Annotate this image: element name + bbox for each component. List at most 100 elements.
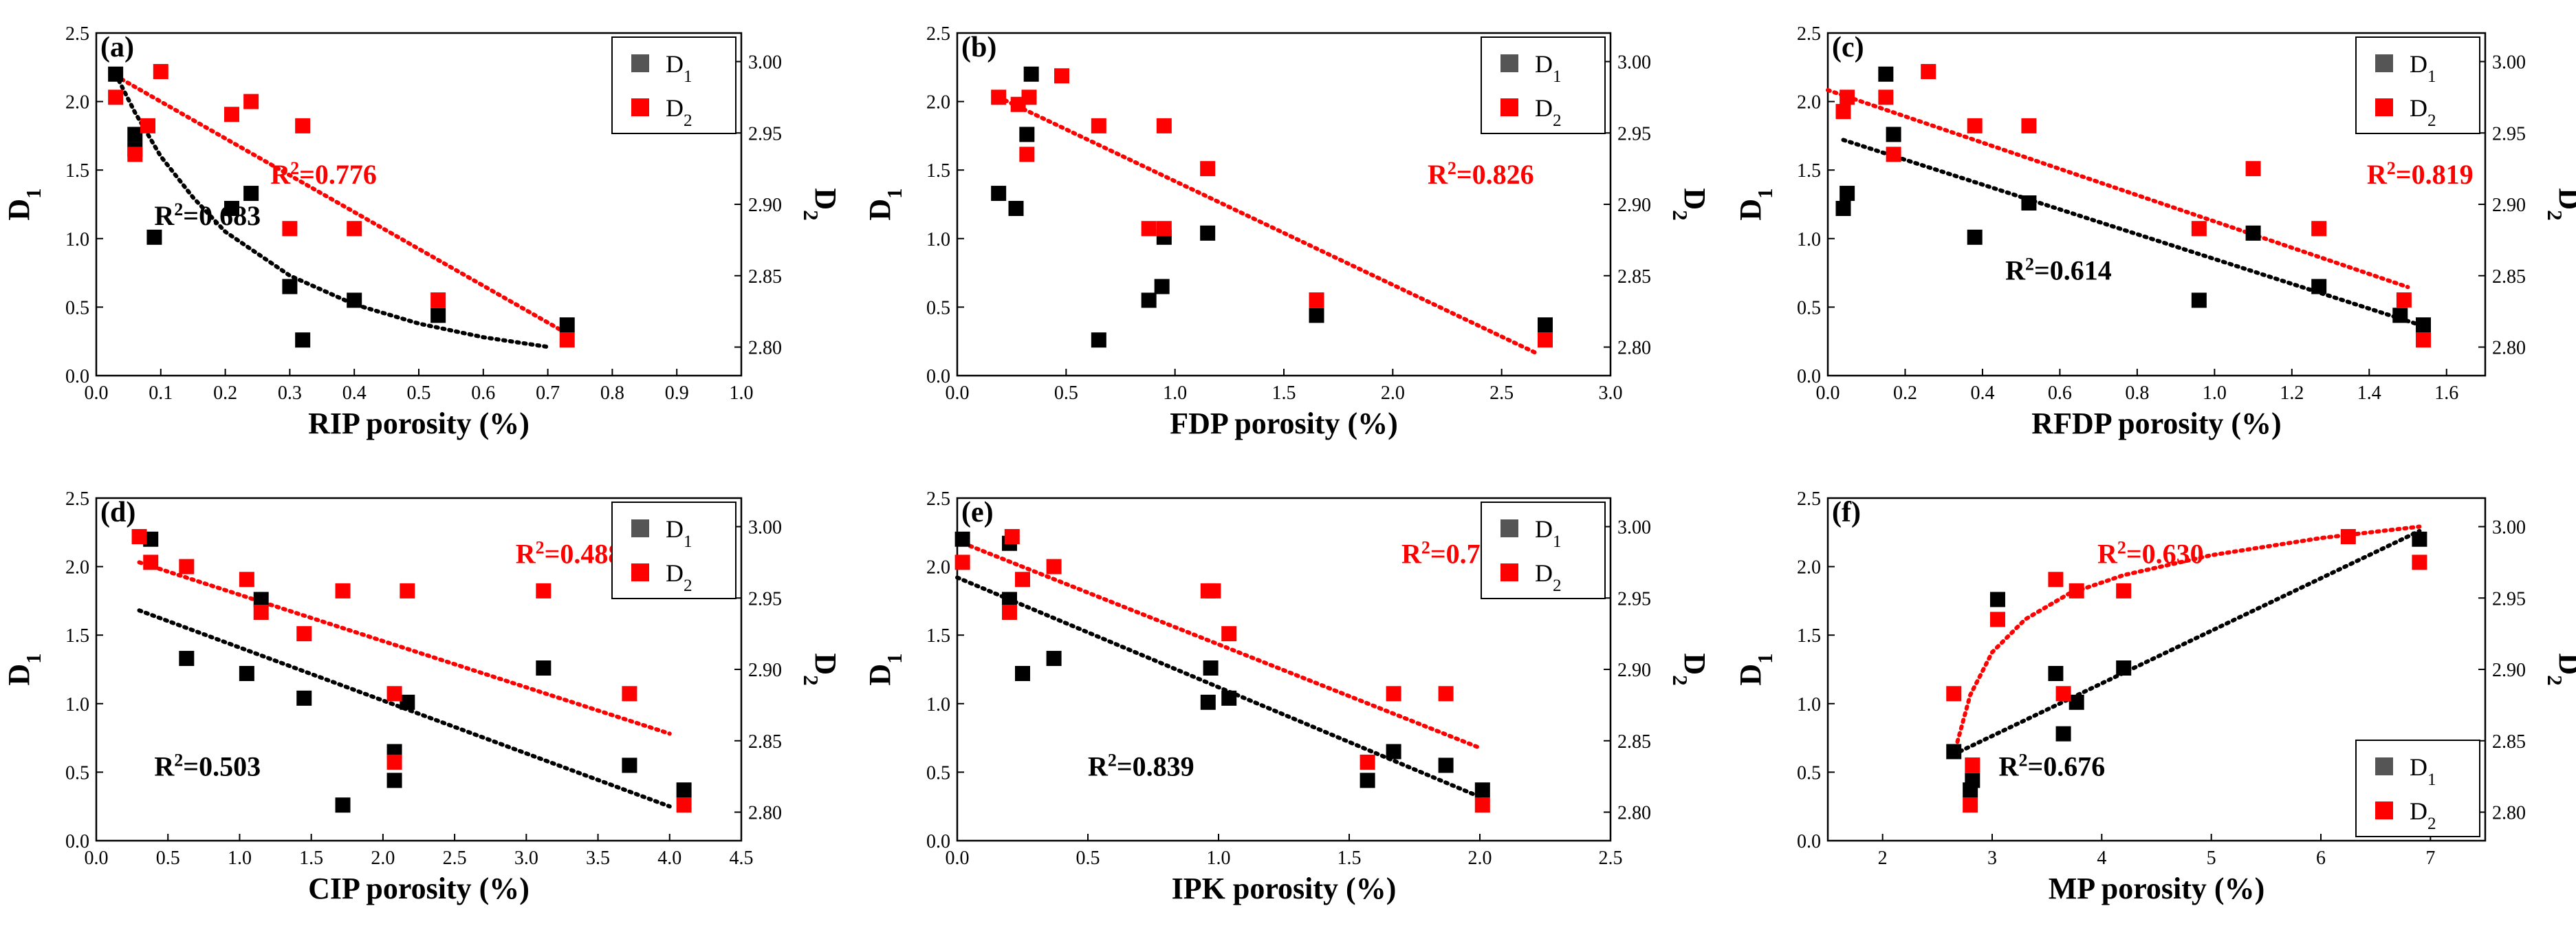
x-tick-label: 4.5: [730, 848, 754, 869]
fit-line-d2: [1826, 88, 2410, 290]
y-right-axis-label: D2: [2543, 653, 2576, 685]
fit-line-d2: [1952, 524, 2422, 757]
y-left-tick-label: 2.5: [1797, 23, 1821, 45]
r2-superscript: 2: [1421, 537, 1430, 557]
r2-superscript: 2: [2025, 254, 2034, 274]
x-tick-label: 0.8: [2125, 383, 2149, 404]
data-point-d1: [1835, 200, 1851, 216]
data-point-d2: [2245, 161, 2261, 177]
data-point-d2: [1015, 572, 1030, 588]
data-point-d1: [2116, 660, 2132, 676]
data-point-d1: [1019, 127, 1035, 142]
x-tick-label: 3.0: [514, 848, 538, 869]
y-left-tick-label: 2.5: [926, 23, 950, 45]
data-point-d2: [179, 559, 195, 574]
data-point-d1: [282, 279, 298, 294]
data-point-d2: [386, 754, 402, 770]
r2-value: =0.819: [2396, 159, 2474, 190]
y-left-tick-label: 2.5: [65, 488, 89, 510]
r2-superscript: 2: [290, 158, 299, 178]
data-point-d1: [622, 757, 637, 773]
y-right-tick-label: 2.85: [1617, 266, 1651, 288]
data-point-d2: [253, 605, 269, 620]
y-left-tick-label: 2.0: [926, 92, 950, 114]
y-left-axis-label-subscript: 1: [22, 188, 45, 198]
data-point-d1: [2191, 292, 2207, 308]
data-point-d2: [1141, 221, 1157, 237]
data-point-d2: [676, 797, 692, 813]
data-point-d1: [1967, 229, 1983, 245]
legend-label-d1-subscript: 1: [1553, 67, 1562, 86]
x-tick-label: 1.0: [228, 848, 252, 869]
fit-line-d2: [137, 560, 672, 736]
panel-label: (c): [1832, 32, 1864, 63]
data-point-d2: [1156, 118, 1172, 133]
r2-label-d1: R2=0.676: [1999, 750, 2106, 782]
data-point-d2: [2396, 292, 2412, 308]
data-point-d1: [1878, 66, 1894, 82]
y-left-tick-label: 2.0: [65, 557, 89, 579]
r2-superscript: 2: [1108, 750, 1117, 770]
data-point-d2: [400, 583, 415, 599]
x-tick-label: 0.4: [342, 383, 367, 404]
r2-value: =0.839: [1117, 751, 1194, 782]
data-point-d1: [1203, 660, 1219, 676]
fit-line-d1: [1952, 528, 2422, 757]
y-left-tick-label: 1.0: [926, 229, 950, 250]
legend-box: [1481, 502, 1606, 599]
y-right-tick-label: 3.00: [2492, 52, 2526, 74]
y-right-axis-label-subscript: 2: [799, 675, 822, 685]
x-tick-label: 1.0: [1207, 848, 1231, 869]
panel-label: (f): [1832, 497, 1861, 528]
data-point-d2: [1004, 529, 1020, 545]
legend-label-d1-subscript: 1: [1553, 532, 1562, 551]
data-point-d1: [536, 660, 552, 676]
legend-marker-d2: [1500, 98, 1518, 116]
y-left-axis-label-subscript: 1: [883, 653, 906, 663]
legend-label-d2-subscript: 2: [2427, 815, 2436, 833]
legend-label-d1-subscript: 1: [684, 67, 692, 86]
r2-value: =0.683: [183, 200, 261, 231]
y-left-tick-label: 1.0: [65, 229, 89, 250]
data-point-d1: [253, 592, 269, 607]
data-point-d1: [1200, 225, 1216, 241]
data-point-d2: [559, 332, 575, 348]
x-tick-label: 0.4: [1970, 383, 1994, 404]
y-left-tick-label: 2.5: [65, 23, 89, 45]
data-point-d2: [2055, 686, 2071, 702]
legend-marker-d1: [631, 54, 649, 72]
y-right-tick-label: 3.00: [1617, 52, 1651, 74]
y-left-tick-label: 1.5: [926, 160, 950, 182]
data-point-d2: [131, 529, 147, 545]
data-point-d2: [622, 686, 637, 702]
data-point-d1: [991, 186, 1007, 202]
y-right-tick-label: 2.85: [748, 266, 782, 288]
r2-label-d2: R2=0.488: [516, 537, 622, 570]
y-right-tick-label: 2.85: [2492, 731, 2526, 753]
data-point-d2: [2069, 583, 2084, 599]
y-right-axis-label-subscript: 2: [1668, 675, 1692, 685]
data-point-d2: [2340, 529, 2356, 545]
data-point-d1: [676, 782, 692, 798]
y-right-axis-label-subscript: 2: [799, 210, 822, 220]
r2-value: =0.630: [2126, 539, 2204, 570]
data-point-d1: [2069, 694, 2084, 710]
data-point-d1: [1946, 744, 1962, 760]
data-point-d1: [1840, 186, 1855, 202]
data-point-d2: [296, 626, 312, 642]
data-point-d2: [1878, 89, 1894, 105]
data-point-d2: [1054, 68, 1069, 84]
r2-value: =0.676: [2027, 751, 2105, 782]
y-right-axis-label-subscript: 2: [2543, 675, 2566, 685]
x-tick-label: 3.5: [586, 848, 610, 869]
data-point-d1: [2311, 279, 2327, 294]
y-left-tick-label: 2.0: [1797, 92, 1821, 114]
data-point-d2: [2416, 332, 2432, 348]
data-point-d1: [1200, 694, 1216, 710]
legend-label-d2-subscript: 2: [1553, 111, 1562, 130]
x-axis-label: MP porosity (%): [2049, 872, 2265, 905]
x-tick-label: 2.5: [1599, 848, 1623, 869]
x-tick-label: 1.5: [1338, 848, 1362, 869]
